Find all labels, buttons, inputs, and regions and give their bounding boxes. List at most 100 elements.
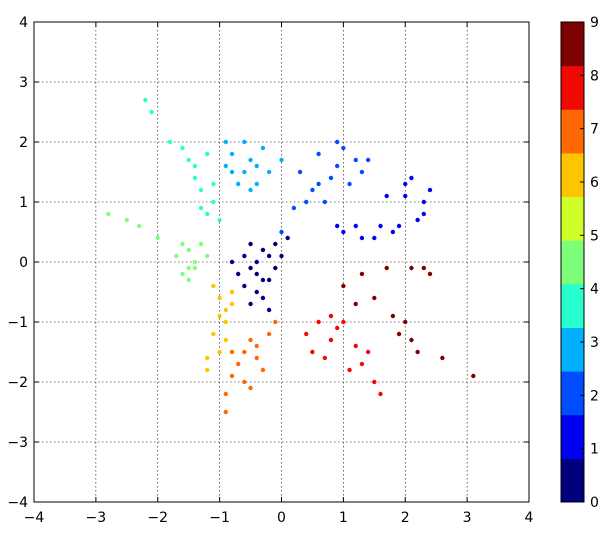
scatter-point-class-7 [235, 361, 241, 367]
scatter-point-class-8 [372, 379, 377, 385]
scatter-point-class-8 [304, 331, 309, 337]
scatter-point-class-1 [403, 193, 408, 199]
scatter-point-class-8 [328, 337, 334, 343]
scatter-point-class-6 [217, 313, 222, 319]
scatter-point-class-3 [254, 163, 259, 169]
scatter-point-class-1 [415, 217, 420, 223]
scatter-point-class-7 [242, 379, 247, 385]
scatter-point-class-6 [223, 337, 229, 343]
scatter-point-class-2 [341, 145, 346, 151]
x-tick-label: 1 [339, 510, 348, 526]
scatter-point-class-2 [365, 157, 371, 163]
scatter-point-class-2 [334, 163, 340, 169]
scatter-point-class-1 [359, 235, 365, 241]
scatter-point-class-1 [334, 223, 340, 229]
scatter-point-class-9 [372, 295, 377, 301]
scatter-point-class-0 [266, 277, 272, 283]
scatter-point-class-0 [266, 307, 272, 313]
scatter-point-class-0 [254, 259, 259, 265]
scatter-point-class-9 [409, 337, 414, 343]
scatter-point-class-4 [198, 187, 204, 193]
scatter-point-class-4 [198, 205, 204, 211]
y-tick-label: 4 [19, 15, 28, 31]
scatter-point-class-9 [390, 313, 396, 319]
colorbar-segment [561, 152, 584, 198]
scatter-point-class-0 [242, 283, 247, 289]
scatter-point-class-3 [223, 163, 229, 169]
scatter-point-class-5 [192, 265, 198, 271]
scatter-point-class-4 [192, 163, 198, 169]
scatter-point-class-8 [359, 361, 365, 367]
scatter-point-class-1 [341, 229, 346, 235]
x-tick-label: −3 [86, 510, 107, 526]
scatter-point-class-7 [229, 349, 235, 355]
scatter-point-class-5 [186, 265, 191, 271]
scatter-point-class-2 [359, 169, 365, 175]
colorbar-segment [561, 196, 584, 241]
scatter-point-class-5 [180, 271, 185, 277]
scatter-point-class-2 [316, 181, 321, 187]
scatter-point-class-6 [223, 307, 229, 313]
y-tick-label: 2 [19, 135, 28, 151]
scatter-point-class-1 [390, 229, 396, 235]
scatter-point-class-7 [223, 409, 229, 415]
scatter-point-class-4 [180, 145, 185, 151]
colorbar-segment [561, 240, 584, 285]
scatter-point-class-5 [106, 211, 111, 217]
scatter-point-class-8 [334, 325, 340, 331]
scatter-point-class-4 [149, 109, 154, 115]
scatter-point-class-5 [155, 235, 160, 241]
y-tick-label: 1 [19, 195, 28, 211]
colorbar-segment [561, 283, 584, 328]
colorbar-segment [561, 327, 584, 372]
scatter-point-class-3 [260, 145, 266, 151]
scatter-point-class-3 [248, 157, 253, 163]
colorbar-tick-label: 7 [590, 122, 599, 138]
scatter-point-class-6 [229, 289, 235, 295]
scatter-point-class-5 [205, 253, 210, 259]
scatter-point-class-9 [421, 265, 427, 271]
y-tick-label: −4 [7, 495, 28, 511]
scatter-point-class-8 [347, 367, 352, 373]
scatter-point-class-4 [192, 175, 198, 181]
scatter-point-class-0 [260, 295, 266, 301]
scatter-point-class-3 [229, 169, 235, 175]
scatter-point-class-2 [328, 175, 334, 181]
scatter-point-class-2 [291, 205, 297, 211]
scatter-point-class-7 [229, 373, 235, 379]
scatter-point-class-9 [427, 271, 433, 277]
scatter-point-class-2 [310, 187, 315, 193]
scatter-point-class-0 [266, 253, 272, 259]
y-tick-label: 0 [19, 255, 28, 271]
scatter-point-class-1 [396, 223, 402, 229]
x-tick-label: −4 [24, 510, 45, 526]
scatter-point-class-1 [421, 211, 427, 217]
scatter-point-class-1 [409, 175, 414, 181]
scatter-point-class-9 [359, 271, 365, 277]
scatter-point-class-3 [242, 169, 247, 175]
scatter-point-class-2 [279, 229, 284, 235]
scatter-point-class-1 [353, 223, 358, 229]
scatter-point-class-9 [403, 319, 408, 325]
colorbar-tick-label: 0 [590, 495, 599, 511]
scatter-point-class-0 [248, 301, 253, 307]
scatter-point-class-7 [254, 343, 259, 349]
colorbar-segment [561, 109, 584, 154]
scatter-point-class-5 [174, 253, 179, 259]
scatter-point-class-2 [322, 199, 328, 205]
colorbar-tick-label: 3 [590, 335, 599, 351]
scatter-point-class-3 [266, 169, 272, 175]
scatter-point-class-0 [248, 265, 253, 271]
scatter-point-class-1 [403, 181, 408, 187]
x-tick-label: 2 [401, 510, 410, 526]
scatter-point-class-1 [427, 187, 433, 193]
scatter-point-class-2 [334, 139, 340, 145]
colorbar-tick-label: 6 [590, 175, 599, 191]
colorbar-frame [560, 21, 585, 503]
scatter-point-class-4 [186, 157, 191, 163]
scatter-point-class-6 [211, 283, 216, 289]
scatter-point-class-0 [273, 241, 278, 247]
scatter-point-class-6 [229, 301, 235, 307]
scatter-point-class-8 [353, 343, 358, 349]
scatter-point-class-5 [192, 259, 198, 265]
